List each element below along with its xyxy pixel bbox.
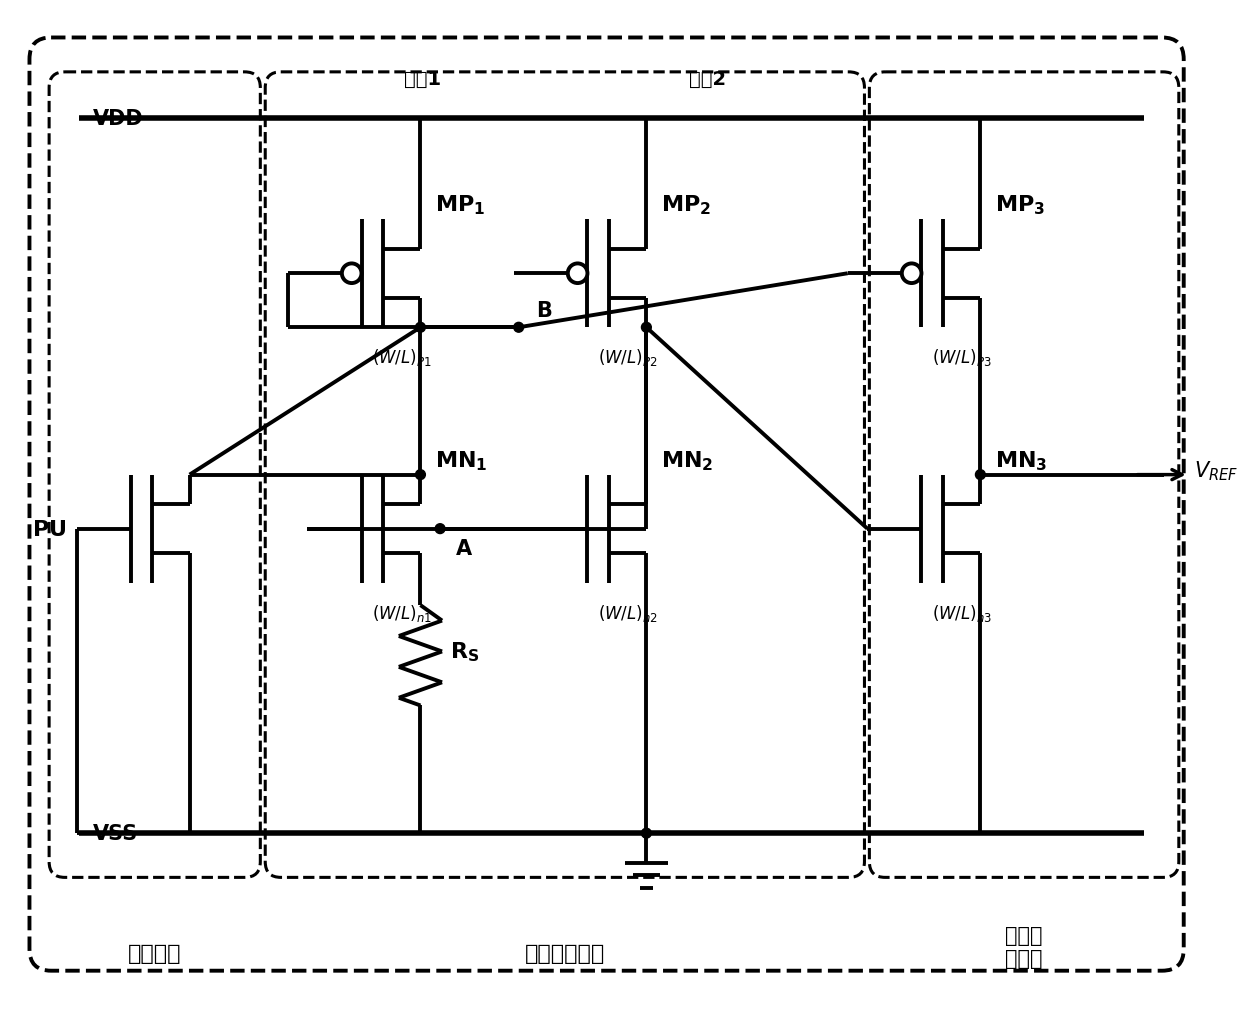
Circle shape [568, 264, 588, 283]
Text: $\mathbf{MP_3}$: $\mathbf{MP_3}$ [996, 194, 1045, 217]
Text: $\mathbf{MN_2}$: $\mathbf{MN_2}$ [661, 448, 713, 472]
Circle shape [513, 323, 523, 333]
Text: $\mathbf{MP_2}$: $\mathbf{MP_2}$ [661, 194, 712, 217]
Text: $(W/L)_{n1}$: $(W/L)_{n1}$ [372, 602, 432, 623]
Text: $\mathbf{PU}$: $\mathbf{PU}$ [32, 519, 67, 539]
Text: VDD: VDD [93, 109, 144, 128]
Text: 启动电路: 启动电路 [128, 944, 181, 963]
Text: $(W/L)_{P1}$: $(W/L)_{P1}$ [372, 346, 432, 368]
Text: $\mathbf{MN_3}$: $\mathbf{MN_3}$ [996, 448, 1048, 472]
Text: $(W/L)_{P3}$: $(W/L)_{P3}$ [931, 346, 992, 368]
Text: 支路1: 支路1 [404, 70, 441, 89]
Circle shape [342, 264, 362, 283]
Text: 电流产生电路: 电流产生电路 [525, 944, 605, 963]
Text: $(W/L)_{n3}$: $(W/L)_{n3}$ [931, 602, 992, 623]
Circle shape [976, 470, 986, 480]
Text: $V_{REF}$: $V_{REF}$ [1194, 459, 1238, 482]
Text: VSS: VSS [93, 823, 139, 844]
Text: 支路2: 支路2 [688, 70, 725, 89]
Circle shape [901, 264, 921, 283]
Circle shape [641, 828, 651, 839]
Text: 电压产
生电路: 电压产 生电路 [1004, 924, 1043, 968]
Text: $\mathbf{A}$: $\mathbf{A}$ [455, 539, 472, 558]
Text: $(W/L)_{P2}$: $(W/L)_{P2}$ [598, 346, 657, 368]
Text: $(W/L)_{n2}$: $(W/L)_{n2}$ [598, 602, 657, 623]
Text: $\mathbf{B}$: $\mathbf{B}$ [537, 301, 553, 320]
Text: $\mathbf{MN_1}$: $\mathbf{MN_1}$ [435, 448, 487, 472]
Circle shape [415, 323, 425, 333]
Text: $\mathbf{MP_1}$: $\mathbf{MP_1}$ [435, 194, 486, 217]
Circle shape [435, 524, 445, 534]
Circle shape [641, 323, 651, 333]
Circle shape [415, 470, 425, 480]
Text: $\mathbf{R_S}$: $\mathbf{R_S}$ [450, 640, 480, 663]
